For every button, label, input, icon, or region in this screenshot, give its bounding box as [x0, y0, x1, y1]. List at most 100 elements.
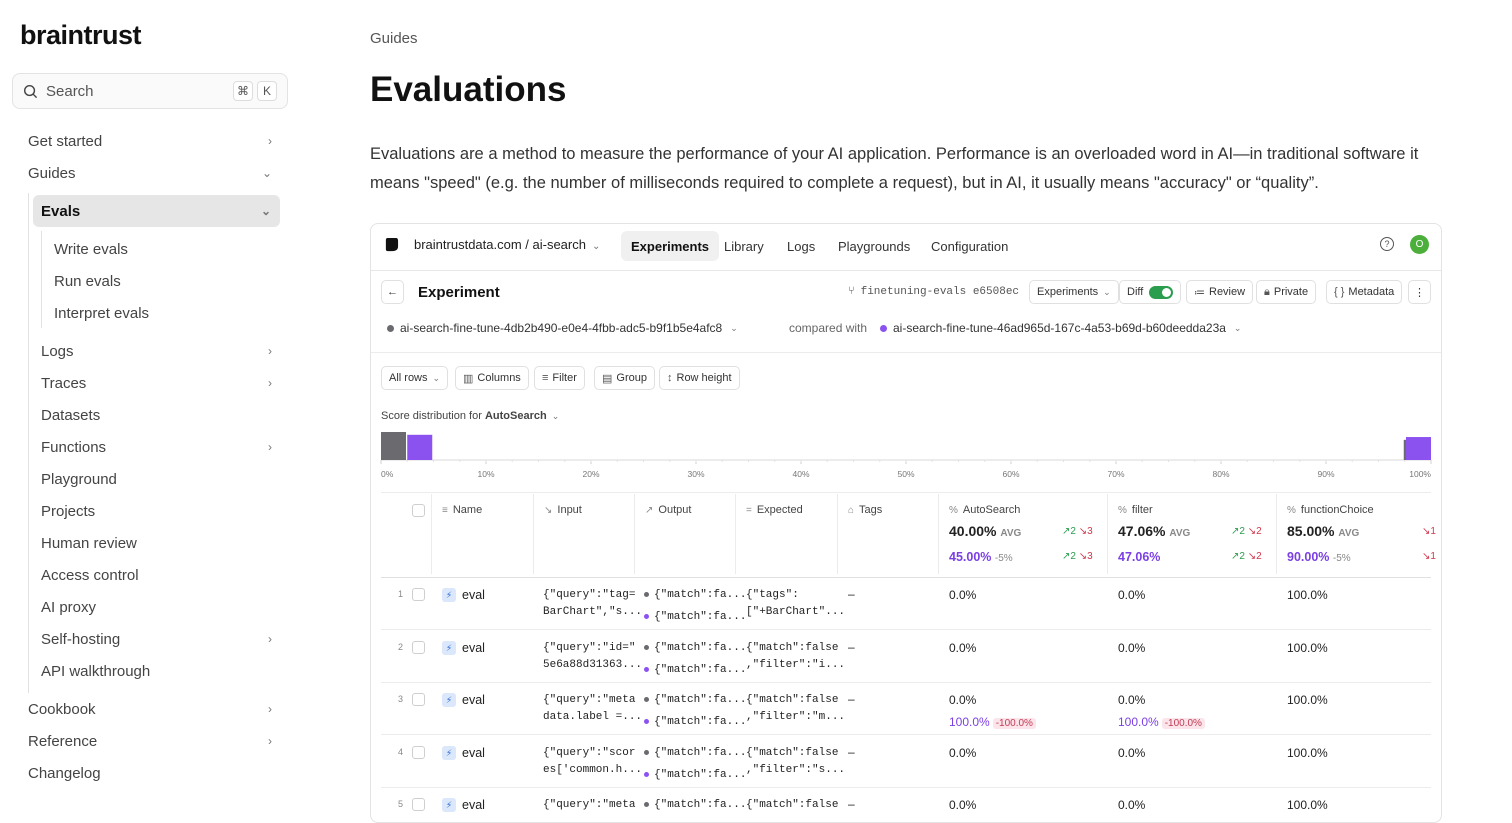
- tab-logs[interactable]: Logs: [787, 238, 816, 254]
- branch-label[interactable]: ⑂ finetuning-evals e6508ec: [848, 286, 1019, 298]
- row-checkbox[interactable]: [412, 641, 425, 654]
- column-divider: [1276, 494, 1277, 574]
- eval-span-icon: ⚡︎: [442, 746, 456, 760]
- sidebar-item-guides[interactable]: Guides ⌄: [28, 163, 272, 183]
- column-header-input[interactable]: ↘ Input: [544, 504, 582, 516]
- sidebar-item-projects[interactable]: Projects: [41, 501, 95, 521]
- tab-library[interactable]: Library: [724, 238, 764, 254]
- sidebar-item-self-hosting[interactable]: Self-hosting ›: [41, 629, 272, 649]
- column-label: Input: [557, 504, 582, 516]
- help-icon[interactable]: ?: [1380, 237, 1394, 251]
- tab-playgrounds[interactable]: Playgrounds: [838, 238, 911, 254]
- column-label: Output: [658, 504, 692, 516]
- breadcrumb[interactable]: Guides: [370, 30, 418, 47]
- row-input-line: BarChart","s...: [543, 606, 643, 618]
- regressions: ↘2: [1247, 526, 1262, 537]
- column-header-name[interactable]: ≡ Name: [442, 504, 482, 516]
- row-name[interactable]: eval: [462, 693, 485, 707]
- diff-toggle[interactable]: Diff: [1119, 280, 1182, 304]
- tab-experiments[interactable]: Experiments: [621, 231, 720, 261]
- experiment-a-selector[interactable]: ai-search-fine-tune-4db2b490-e0e4-4fbb-a…: [387, 321, 738, 335]
- row-height-label: Row height: [676, 372, 732, 384]
- sidebar-item-logs[interactable]: Logs ›: [41, 341, 272, 361]
- sidebar-item-access-control[interactable]: Access control: [41, 565, 139, 585]
- row-height-button[interactable]: ↕ Row height: [659, 366, 740, 390]
- row-autosearch-score: 0.0%: [949, 693, 977, 707]
- column-header-autosearch[interactable]: % AutoSearch: [949, 504, 1020, 516]
- sidebar-item-ai-proxy[interactable]: AI proxy: [41, 597, 96, 617]
- sidebar-item-write-evals[interactable]: Write evals: [54, 239, 128, 259]
- functionchoice-compare-avg: 90.00% -5%: [1287, 550, 1351, 564]
- more-vertical-icon: ⋮: [1414, 286, 1425, 299]
- sidebar-item-changelog[interactable]: Changelog: [28, 763, 101, 783]
- column-header-expected[interactable]: = Expected: [746, 504, 803, 516]
- private-button[interactable]: 🔒︎ Private: [1256, 280, 1317, 304]
- row-input-line: 5e6a88d31363...: [543, 659, 643, 671]
- more-menu-button[interactable]: ⋮: [1408, 280, 1431, 304]
- avatar[interactable]: O: [1410, 235, 1429, 254]
- columns-button[interactable]: ▥ Columns: [455, 366, 529, 390]
- row-checkbox[interactable]: [412, 798, 425, 811]
- braintrust-logo[interactable]: braintrust: [20, 20, 142, 50]
- x-tick-label: 100%: [1409, 469, 1431, 479]
- row-name[interactable]: eval: [462, 641, 485, 655]
- column-header-output[interactable]: ↗ Output: [645, 504, 691, 516]
- chevron-right-icon: ›: [268, 632, 272, 646]
- experiment-title: Experiment: [418, 284, 500, 301]
- sidebar-item-interpret-evals[interactable]: Interpret evals: [54, 303, 149, 323]
- sidebar-item-reference[interactable]: Reference ›: [28, 731, 272, 751]
- row-number: 5: [398, 799, 404, 809]
- sidebar-item-datasets[interactable]: Datasets: [41, 405, 100, 425]
- experiment-b-selector[interactable]: ai-search-fine-tune-46ad965d-167c-4a53-b…: [880, 321, 1241, 335]
- row-divider: [381, 629, 1431, 630]
- metadata-button[interactable]: { } Metadata: [1326, 280, 1403, 304]
- review-button[interactable]: ≔ Review: [1186, 280, 1254, 304]
- sidebar-item-run-evals[interactable]: Run evals: [54, 271, 121, 291]
- all-rows-label: All rows: [389, 372, 428, 384]
- row-name[interactable]: eval: [462, 746, 485, 760]
- column-header-functionchoice[interactable]: % functionChoice: [1287, 504, 1374, 516]
- git-branch-icon: ⑂: [848, 286, 855, 298]
- filter-icon: ≡: [542, 372, 549, 384]
- row-checkbox[interactable]: [412, 588, 425, 601]
- row-expected-line: {"match":false: [746, 642, 839, 654]
- command-key: ⌘: [233, 81, 253, 101]
- sidebar-item-playground[interactable]: Playground: [41, 469, 117, 489]
- column-header-tags[interactable]: ⌂ Tags: [848, 504, 882, 516]
- sidebar-item-cookbook[interactable]: Cookbook ›: [28, 699, 272, 719]
- project-selector[interactable]: braintrustdata.com / ai-search ⌄: [414, 237, 600, 252]
- row-tags: –: [848, 745, 855, 759]
- row-functionchoice-score: 100.0%: [1287, 746, 1328, 760]
- sidebar-item-api-walkthrough[interactable]: API walkthrough: [41, 661, 150, 681]
- row-checkbox[interactable]: [412, 746, 425, 759]
- autosearch-compare-deltas: ↗2 ↘3: [1062, 551, 1093, 562]
- back-button[interactable]: ←: [381, 280, 404, 304]
- row-checkbox[interactable]: [412, 693, 425, 706]
- search-input[interactable]: Search ⌘ K: [12, 73, 288, 109]
- experiments-dropdown[interactable]: Experiments ⌄: [1029, 280, 1119, 304]
- column-label: Name: [452, 504, 483, 516]
- row-input-line: {"query":"scor: [543, 747, 636, 759]
- distribution-metric: AutoSearch: [484, 410, 547, 422]
- column-header-filter[interactable]: % filter: [1118, 504, 1153, 516]
- sidebar-item-get-started[interactable]: Get started ›: [28, 131, 272, 151]
- sidebar-item-label: Guides: [28, 164, 76, 182]
- row-name[interactable]: eval: [462, 588, 485, 602]
- score-distribution-selector[interactable]: Score distribution for AutoSearch ⌄: [381, 410, 559, 422]
- sidebar-item-evals[interactable]: Evals ⌄: [33, 195, 280, 227]
- all-rows-dropdown[interactable]: All rows ⌄: [381, 366, 449, 390]
- row-tags: –: [848, 587, 855, 601]
- avg-value: 85.00%: [1287, 523, 1335, 539]
- avg-value: 47.06%: [1118, 523, 1166, 539]
- select-all-checkbox[interactable]: [412, 504, 425, 517]
- filter-button[interactable]: ≡ Filter: [534, 366, 585, 390]
- row-input-line: data.label =...: [543, 711, 643, 723]
- sidebar-item-human-review[interactable]: Human review: [41, 533, 137, 553]
- tab-configuration[interactable]: Configuration: [931, 238, 1009, 254]
- sidebar-item-traces[interactable]: Traces ›: [41, 373, 272, 393]
- group-button[interactable]: ▤ Group: [594, 366, 655, 390]
- sidebar-item-functions[interactable]: Functions ›: [41, 437, 272, 457]
- percent-icon: %: [1118, 504, 1127, 516]
- row-name[interactable]: eval: [462, 798, 485, 812]
- sidebar-item-label: Run evals: [54, 272, 121, 290]
